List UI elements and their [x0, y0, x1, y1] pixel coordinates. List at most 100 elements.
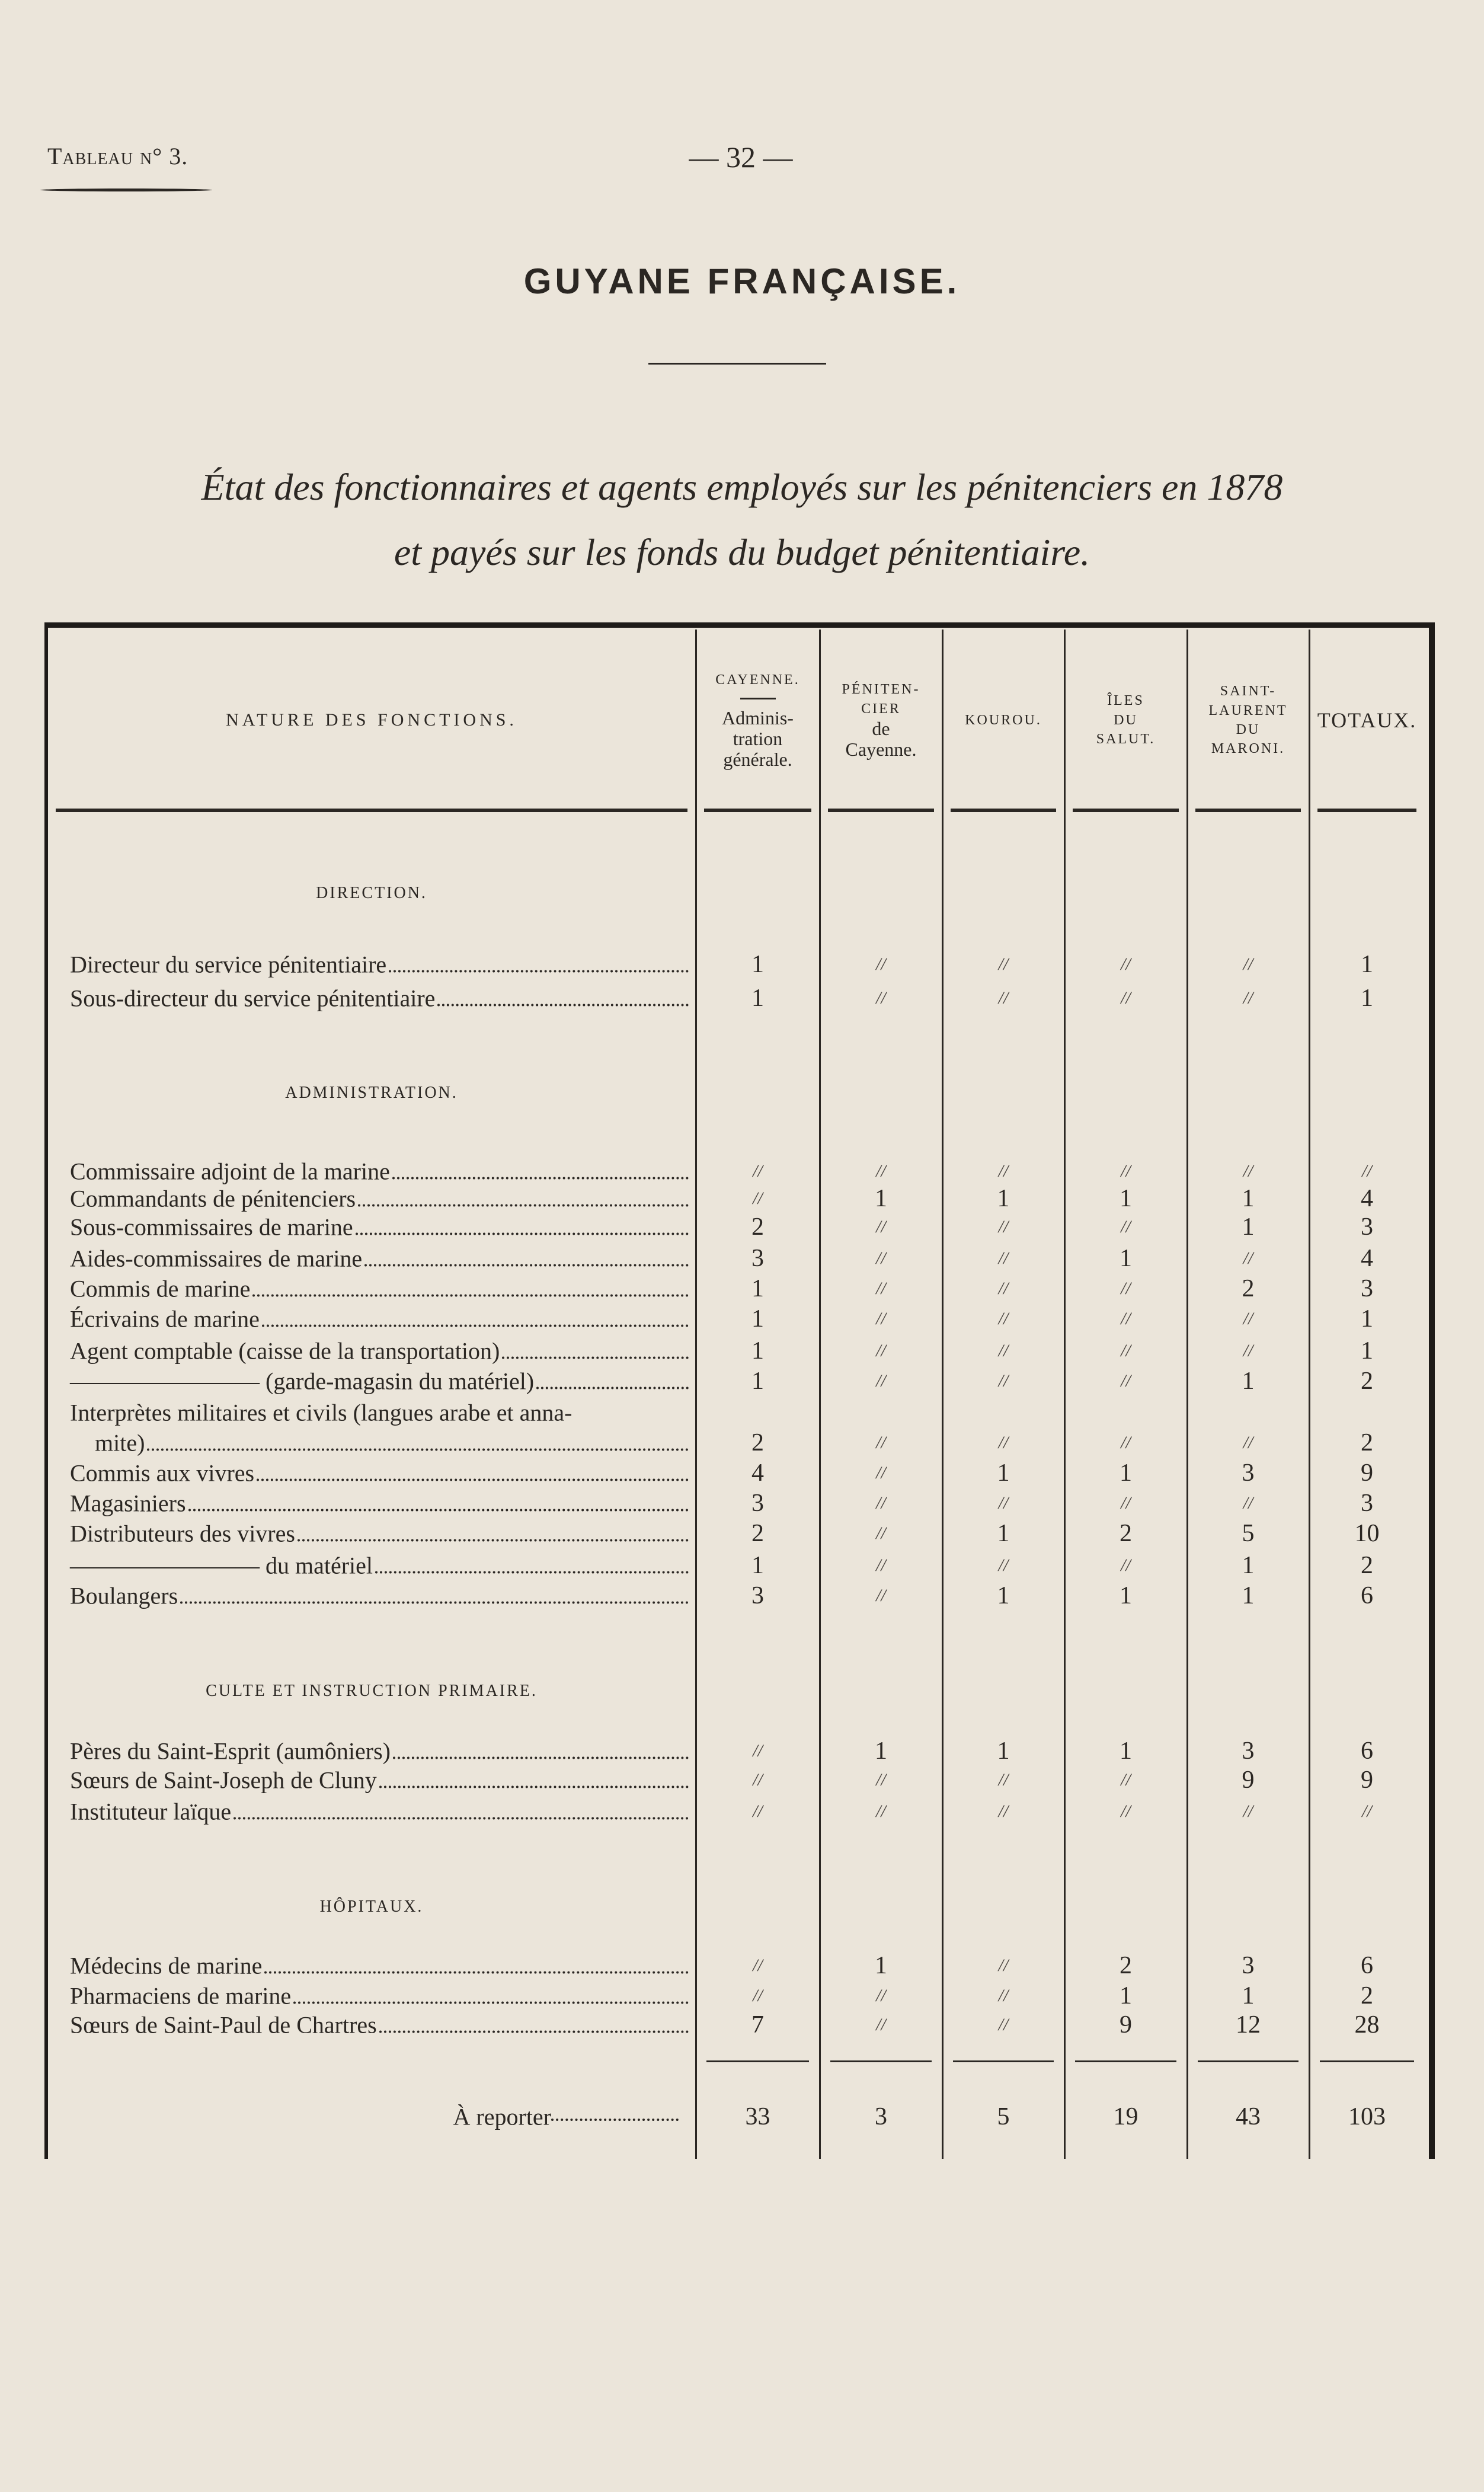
table-cell: 2: [1361, 1552, 1373, 1579]
column-divider: [1064, 630, 1066, 2159]
row-label: Commis de marine: [70, 1275, 692, 1303]
row-label-text: Pharmaciens de marine: [70, 1982, 292, 2009]
row-label: Aides-commissaires de marine: [70, 1245, 692, 1273]
table-cell: //: [876, 1801, 886, 1821]
total-rule: [1198, 2060, 1298, 2062]
total-cell: 103: [1348, 2103, 1386, 2130]
page-number: — 32 —: [689, 140, 793, 174]
table-cell: 2: [1361, 1982, 1373, 2009]
table-cell: 1: [751, 1337, 764, 1365]
table-cell: 1: [875, 1185, 887, 1212]
table-cell: 2: [1242, 1275, 1255, 1302]
total-cell: 3: [875, 2103, 887, 2130]
column-header-line: Cayenne.: [845, 739, 917, 761]
table-cell: 1: [751, 1275, 764, 1302]
table-cell: 4: [1361, 1185, 1373, 1212]
table-cell: //: [876, 1217, 886, 1237]
row-label-text: Instituteur laïque: [70, 1798, 232, 1825]
header-rule: [1317, 809, 1416, 812]
table-cell: 6: [1361, 1582, 1373, 1609]
table-cell: //: [876, 1586, 886, 1605]
table-cell: 4: [1361, 1245, 1373, 1272]
header-rule: [828, 809, 934, 812]
row-label: Commissaire adjoint de la marine: [70, 1158, 692, 1186]
table-cell: //: [998, 2015, 1009, 2034]
column-header-line: SAINT-: [1220, 683, 1277, 699]
row-label: Sous-commissaires de marine: [70, 1213, 692, 1241]
table-cell: //: [876, 2015, 886, 2034]
row-label: Directeur du service pénitentiaire: [70, 951, 692, 979]
column-header-totaux: TOTAUX.: [1309, 634, 1425, 806]
table-cell: //: [1243, 954, 1253, 974]
dot-leader: [392, 1177, 689, 1180]
table-cell: 3: [1242, 1952, 1255, 1979]
header-rule: [1195, 809, 1301, 812]
column-header-line: TOTAUX.: [1317, 708, 1417, 732]
row-label: Sœurs de Saint-Paul de Chartres: [70, 2011, 692, 2039]
table-cell: //: [1243, 1309, 1253, 1328]
table-cell: //: [998, 1956, 1009, 1975]
table-cell: 2: [751, 1520, 764, 1547]
column-header-line: DU: [1236, 722, 1261, 737]
table-cell: 9: [1242, 1766, 1255, 1794]
table-cell: //: [1362, 1801, 1372, 1821]
table-cell: //: [876, 1770, 886, 1790]
section-heading: HÔPITAUX.: [319, 1897, 424, 1916]
table-cell: //: [1121, 1493, 1131, 1513]
table-cell: //: [876, 1433, 886, 1452]
table-cell: 1: [751, 985, 764, 1012]
table-cell: //: [753, 1986, 763, 2005]
subtitle-line-1: État des fonctionnaires et agents employ…: [201, 466, 1283, 508]
column-header-line: PÉNITEN-: [842, 682, 920, 698]
row-label-text: Distributeurs des vivres: [70, 1520, 295, 1547]
table-cell: //: [753, 1741, 763, 1761]
table-cell: //: [753, 1956, 763, 1975]
row-label: Médecins de marine: [70, 1952, 692, 1980]
total-label: À reporter: [453, 2103, 551, 2130]
column-header-line: DU: [1114, 712, 1138, 728]
dot-leader: [364, 1264, 689, 1267]
table-cell: //: [1121, 1279, 1131, 1298]
dot-leader: [264, 1971, 689, 1974]
header-rule: [704, 809, 811, 812]
table-cell: //: [998, 1161, 1009, 1181]
section-heading: DIRECTION.: [316, 884, 427, 902]
total-rule: [830, 2060, 932, 2062]
column-header-saint-laurent: SAINT- LAURENT DU MARONI.: [1187, 634, 1309, 806]
table-cell: 3: [1242, 1737, 1255, 1765]
subtitle-line-2: et payés sur les fonds du budget péniten…: [394, 531, 1090, 573]
column-header-line: générale.: [723, 749, 792, 771]
dot-leader: [437, 1004, 689, 1007]
table-number: Tableau n° 3.: [47, 143, 188, 170]
column-header-line: KOUROU.: [965, 712, 1042, 728]
table-cell: //: [876, 1493, 886, 1513]
table-cell: 1: [875, 1952, 887, 1979]
table-cell: //: [1243, 1801, 1253, 1821]
title-divider: [648, 363, 826, 365]
row-label-text: Commis aux vivres: [70, 1459, 255, 1487]
table-cell: //: [753, 1770, 763, 1790]
table-cell: 1: [1120, 1245, 1132, 1272]
total-rule: [1075, 2060, 1176, 2062]
table-cell: 28: [1354, 2011, 1380, 2039]
table-cell: //: [998, 954, 1009, 974]
table-cell: //: [876, 1309, 886, 1328]
row-label-text: Boulangers: [70, 1582, 178, 1609]
table-cell: 1: [1361, 1337, 1373, 1365]
table-cell: //: [753, 1161, 763, 1181]
table-cell: //: [1121, 1161, 1131, 1181]
table-cell: //: [876, 1341, 886, 1360]
row-label-text: mite): [95, 1429, 145, 1456]
dot-leader: [180, 1601, 689, 1604]
table-cell: //: [876, 1523, 886, 1543]
table-cell: 1: [1120, 1982, 1132, 2009]
section-heading: ADMINISTRATION.: [285, 1084, 458, 1102]
table-cell: //: [1243, 1341, 1253, 1360]
table-cell: 1: [997, 1582, 1010, 1609]
column-header-line: CAYENNE.: [715, 672, 800, 688]
total-cell: 19: [1113, 2103, 1138, 2130]
row-label: Agent comptable (caisse de la transporta…: [70, 1337, 692, 1365]
column-header-line: tration: [733, 728, 783, 750]
row-label-text: Agent comptable (caisse de la transporta…: [70, 1337, 500, 1365]
dot-leader: [297, 1539, 689, 1542]
